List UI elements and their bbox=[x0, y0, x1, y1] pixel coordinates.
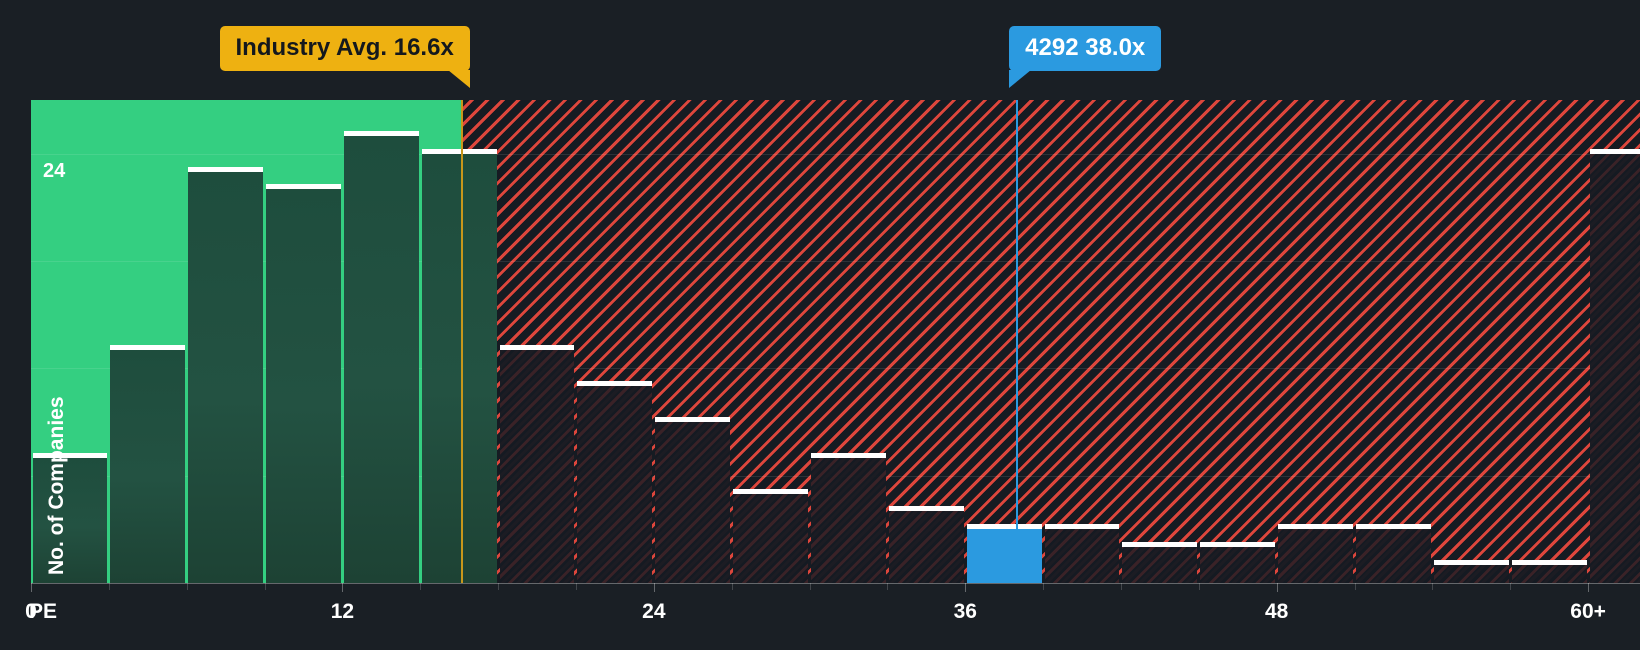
company-marker-line bbox=[1016, 100, 1019, 583]
x-tick-label-0: 0 bbox=[25, 600, 37, 623]
bar-cap bbox=[1356, 524, 1431, 530]
bar-33-36[interactable] bbox=[888, 506, 964, 583]
bar-cap bbox=[1433, 560, 1509, 566]
x-tick-label-60+: 60+ bbox=[1570, 600, 1606, 623]
bar-36-39[interactable] bbox=[966, 524, 1042, 583]
industry-average-marker-line bbox=[460, 100, 463, 583]
bar-cap bbox=[188, 166, 264, 172]
x-minor-tick bbox=[809, 583, 811, 590]
bar-cap bbox=[1278, 524, 1354, 530]
bar-cap bbox=[421, 148, 497, 154]
bar-cap bbox=[266, 184, 341, 190]
bar-51-54[interactable] bbox=[1356, 524, 1431, 583]
industry-average-callout-label: Industry Avg. 16.6x bbox=[235, 34, 454, 61]
gridline-12 bbox=[31, 368, 1640, 370]
gridline-18 bbox=[31, 261, 1640, 262]
callout-tail bbox=[447, 70, 470, 89]
x-tick-12 bbox=[342, 583, 344, 592]
x-minor-tick bbox=[420, 583, 422, 590]
bar-cap bbox=[1589, 148, 1640, 154]
bar-42-45[interactable] bbox=[1122, 542, 1198, 583]
x-minor-tick bbox=[575, 583, 577, 590]
bar-57-60[interactable] bbox=[1511, 560, 1587, 583]
x-minor-tick bbox=[1510, 583, 1512, 590]
industry-average-callout[interactable]: Industry Avg. 16.6x bbox=[219, 26, 470, 89]
bar-0-3[interactable] bbox=[32, 452, 108, 583]
bar-cap bbox=[110, 345, 186, 351]
x-tick-24 bbox=[653, 583, 655, 592]
bar-9-12[interactable] bbox=[266, 184, 341, 583]
x-tick-36 bbox=[965, 583, 967, 592]
bar-cap bbox=[811, 452, 886, 458]
bar-cap bbox=[1200, 542, 1276, 548]
bar-cap bbox=[577, 381, 653, 387]
x-tick-60+ bbox=[1588, 583, 1590, 592]
x-minor-tick bbox=[1432, 583, 1434, 590]
bar-18-21[interactable] bbox=[499, 345, 575, 583]
x-tick-label-36: 36 bbox=[953, 600, 977, 623]
x-tick-label-24: 24 bbox=[642, 600, 666, 623]
x-tick-label-12: 12 bbox=[330, 600, 355, 623]
x-minor-tick bbox=[887, 583, 889, 590]
x-minor-tick bbox=[186, 583, 188, 590]
x-axis-title: PE bbox=[29, 600, 58, 623]
bar-30-33[interactable] bbox=[811, 452, 886, 583]
x-minor-tick bbox=[498, 583, 500, 590]
bar-48-51[interactable] bbox=[1278, 524, 1354, 583]
callout-tail bbox=[1009, 70, 1032, 89]
x-minor-tick bbox=[264, 583, 266, 590]
bar-cap bbox=[1044, 524, 1120, 530]
bar-21-24[interactable] bbox=[577, 381, 653, 583]
bar-cap bbox=[499, 345, 575, 351]
bar-cap bbox=[1122, 542, 1198, 548]
y-axis-title: No. of Companies bbox=[45, 396, 68, 575]
x-minor-tick bbox=[1198, 583, 1200, 590]
bar-cap bbox=[655, 417, 731, 422]
bar-45-48[interactable] bbox=[1200, 542, 1276, 583]
bar-6-9[interactable] bbox=[188, 166, 264, 583]
bar-cap bbox=[32, 452, 108, 458]
overvalued-zone bbox=[461, 100, 1640, 583]
bar-60+[interactable] bbox=[1589, 148, 1640, 583]
company-callout-label: 4292 38.0x bbox=[1025, 34, 1146, 61]
bar-cap bbox=[733, 488, 809, 494]
plot-area bbox=[31, 100, 1640, 583]
x-minor-tick bbox=[1043, 583, 1045, 590]
x-tick-0 bbox=[31, 583, 32, 592]
x-minor-tick bbox=[1354, 583, 1356, 590]
bar-54-57[interactable] bbox=[1433, 560, 1509, 583]
bar-cap bbox=[343, 130, 419, 136]
bar-12-15[interactable] bbox=[343, 130, 419, 583]
bar-15-18[interactable] bbox=[421, 148, 497, 583]
x-tick-label-48: 48 bbox=[1264, 600, 1289, 623]
bar-39-42[interactable] bbox=[1044, 524, 1120, 583]
bar-27-30[interactable] bbox=[733, 488, 809, 583]
bar-cap bbox=[1511, 560, 1587, 566]
y-axis-tick-24: 24 bbox=[43, 159, 66, 182]
x-minor-tick bbox=[731, 583, 733, 590]
gridline-24 bbox=[31, 153, 1640, 155]
bar-cap bbox=[888, 506, 964, 512]
bar-3-6[interactable] bbox=[110, 345, 186, 583]
company-callout[interactable]: 4292 38.0x bbox=[1009, 26, 1162, 89]
x-axis-line bbox=[31, 583, 1640, 584]
x-minor-tick bbox=[1120, 583, 1122, 590]
x-minor-tick bbox=[108, 583, 110, 590]
bar-24-27[interactable] bbox=[655, 417, 731, 583]
x-tick-48 bbox=[1276, 583, 1278, 592]
bar-cap bbox=[966, 524, 1042, 530]
